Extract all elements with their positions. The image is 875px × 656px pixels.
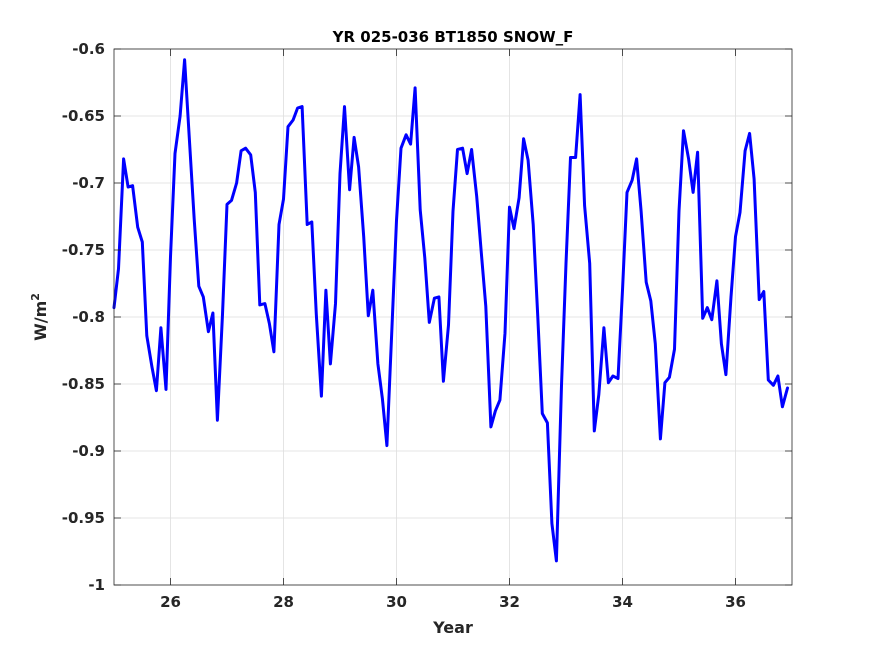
y-tick-label: -0.9 xyxy=(72,442,105,460)
x-tick-label: 28 xyxy=(273,593,294,611)
y-tick-label: -0.6 xyxy=(72,40,105,58)
x-axis-label: Year xyxy=(432,618,473,637)
chart-title: YR 025-036 BT1850 SNOW_F xyxy=(332,28,574,46)
series-line xyxy=(112,58,789,563)
y-tick-label: -1 xyxy=(88,576,105,594)
x-tick-label: 34 xyxy=(612,593,633,611)
x-tick-label: 32 xyxy=(499,593,520,611)
y-tick-label: -0.95 xyxy=(62,509,105,527)
x-tick-label: 26 xyxy=(160,593,181,611)
x-tick-label: 30 xyxy=(386,593,407,611)
y-axis-label-exponent: 2 xyxy=(29,293,42,301)
x-tick-label: 36 xyxy=(725,593,746,611)
y-tick-label: -0.85 xyxy=(62,375,105,393)
x-tick-labels: 26 28 30 32 34 36 xyxy=(160,593,746,611)
y-tick-label: -0.75 xyxy=(62,241,105,259)
y-tick-labels: -1 -0.95 -0.9 -0.85 -0.8 -0.75 -0.7 -0.65 -0.6 xyxy=(62,40,105,594)
y-axis-label-text: W/m xyxy=(31,301,50,341)
y-tick-label: -0.8 xyxy=(72,308,105,326)
y-tick-label: -0.7 xyxy=(72,174,105,192)
series-layer xyxy=(112,58,789,563)
y-tick-label: -0.65 xyxy=(62,107,105,125)
y-axis-label: W/m2 xyxy=(29,293,50,341)
ticks xyxy=(114,48,792,586)
